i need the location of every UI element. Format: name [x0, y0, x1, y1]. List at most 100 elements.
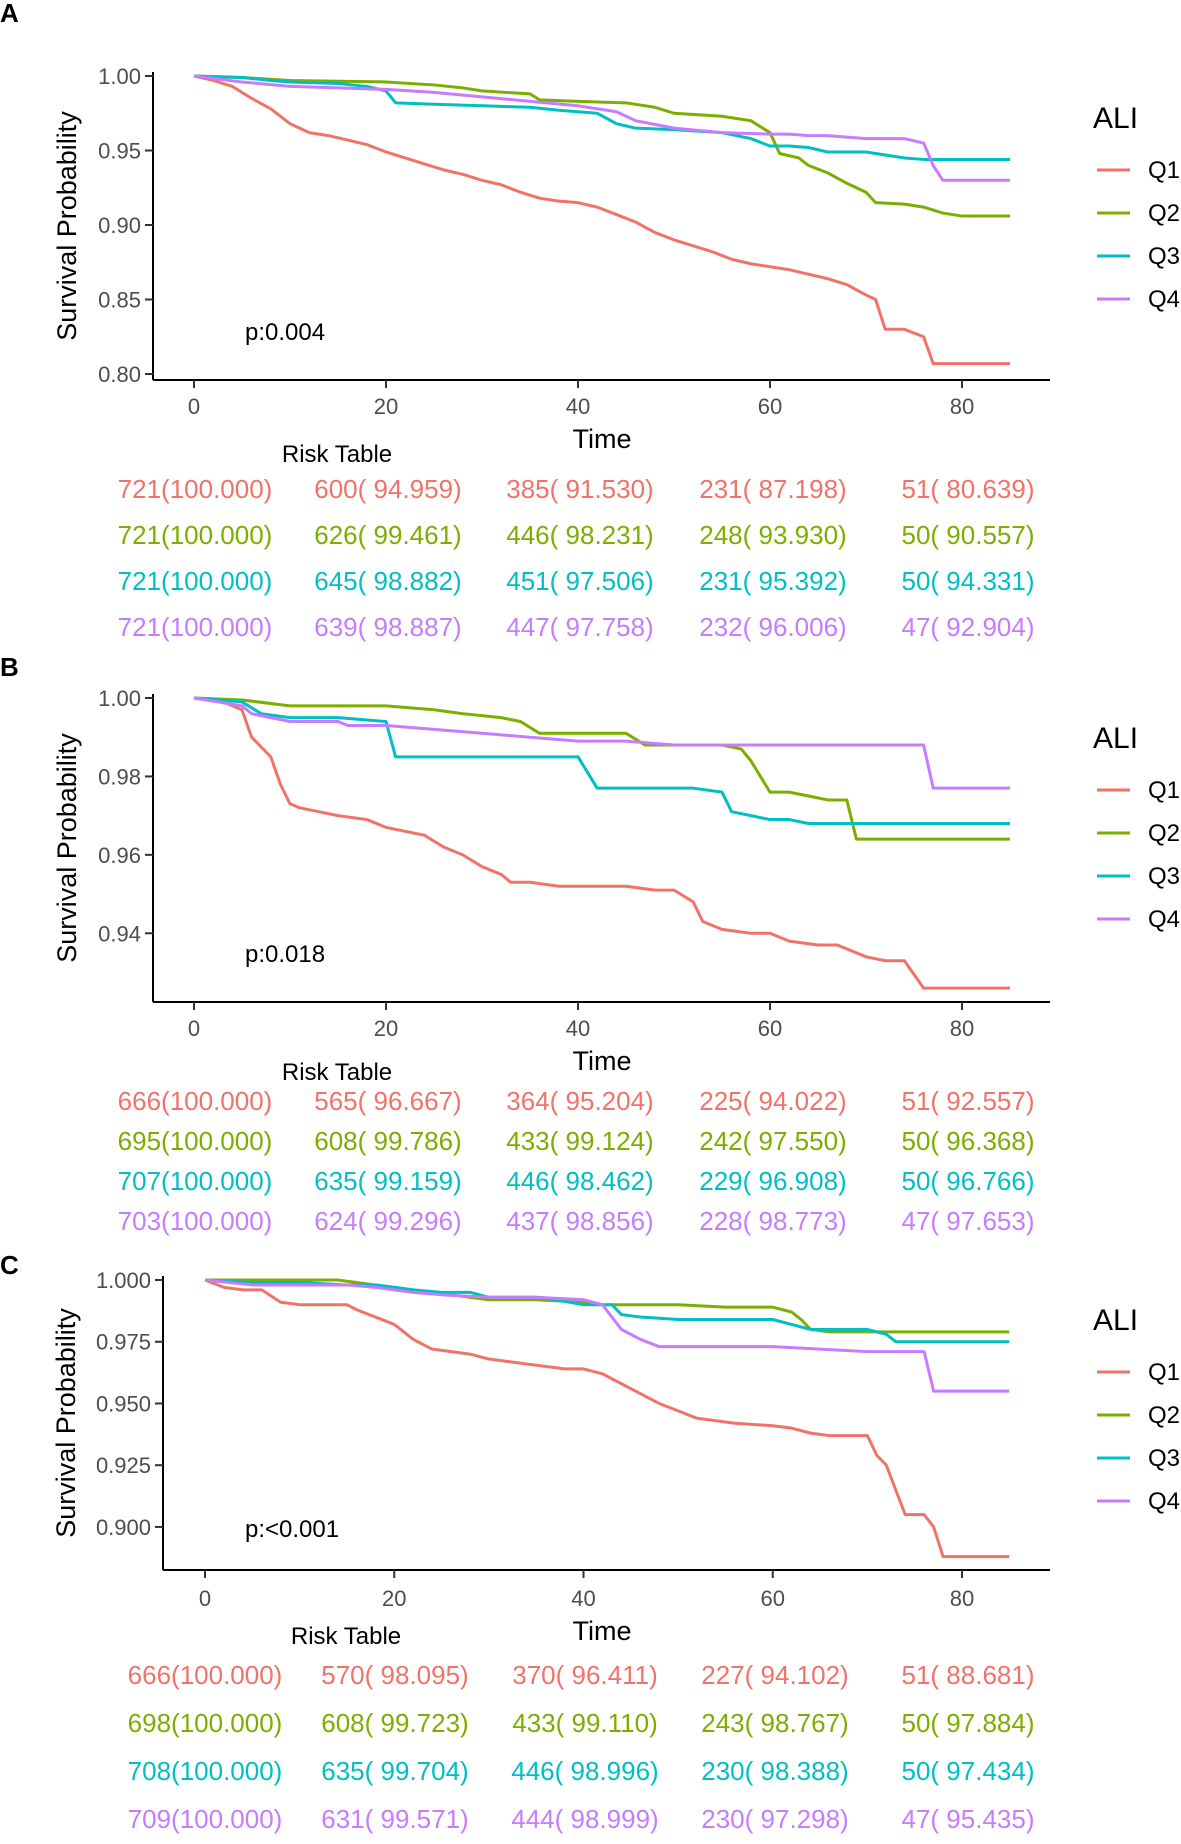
y-axis-label: Survival Probability: [51, 1308, 81, 1538]
x-tick-label: 40: [566, 1016, 590, 1041]
panel-letter: C: [0, 1250, 19, 1280]
y-tick-label: 0.950: [96, 1391, 151, 1416]
risk-table-cell: 229( 96.908): [699, 1166, 846, 1196]
legend-label: Q4: [1148, 1488, 1180, 1515]
risk-table-cell: 50( 97.434): [902, 1756, 1035, 1786]
x-tick-label: 20: [374, 1016, 398, 1041]
x-tick-label: 40: [571, 1586, 595, 1611]
y-tick-label: 0.96: [98, 843, 141, 868]
risk-table-cell: 635( 99.704): [321, 1756, 468, 1786]
x-tick-label: 80: [950, 1586, 974, 1611]
risk-table-cell: 227( 94.102): [701, 1660, 848, 1690]
legend-label: Q4: [1148, 906, 1180, 933]
legend-label: Q2: [1148, 1402, 1180, 1429]
y-tick-label: 0.975: [96, 1330, 151, 1355]
risk-table-cell: 242( 97.550): [699, 1126, 846, 1156]
legend-label: Q3: [1148, 863, 1180, 890]
risk-table-cell: 600( 94.959): [314, 474, 461, 504]
risk-table: Risk Table 666(100.000) 570( 98.095) 370( 9…: [128, 1623, 1035, 1834]
x-tick-label: 80: [950, 1016, 974, 1041]
legend: ALI Q1 Q2 Q3 Q4: [1093, 1304, 1180, 1515]
risk-table-cell: 698(100.000): [128, 1708, 283, 1738]
risk-table-cell: 703(100.000): [118, 1206, 273, 1236]
risk-table-cell: 230( 98.388): [701, 1756, 848, 1786]
x-axis-label: Time: [573, 1046, 632, 1076]
risk-table-cell: 230( 97.298): [701, 1804, 848, 1834]
risk-table-cell: 451( 97.506): [506, 566, 653, 596]
risk-table-cell: 721(100.000): [118, 612, 273, 642]
legend-label: Q2: [1148, 200, 1180, 227]
legend-label: Q1: [1148, 777, 1180, 804]
risk-table-cell: 231( 87.198): [699, 474, 846, 504]
x-tick-label: 0: [188, 394, 200, 419]
x-tick-label: 80: [950, 394, 974, 419]
series-line-q3: [193, 696, 1010, 825]
risk-table-cell: 709(100.000): [128, 1804, 283, 1834]
risk-table-cell: 721(100.000): [118, 566, 273, 596]
risk-table-cell: 635( 99.159): [314, 1166, 461, 1196]
risk-table-title: Risk Table: [282, 441, 392, 468]
legend-label: Q4: [1148, 286, 1180, 313]
risk-table-cell: 370( 96.411): [512, 1660, 658, 1690]
series-line-q2: [193, 74, 1010, 218]
series-line-q4: [204, 1278, 1010, 1393]
risk-table-cell: 47( 92.904): [902, 612, 1035, 642]
risk-table-cell: 47( 95.435): [902, 1804, 1035, 1834]
risk-table-cell: 385( 91.530): [506, 474, 653, 504]
risk-table-cell: 708(100.000): [128, 1756, 283, 1786]
risk-table-cell: 243( 98.767): [701, 1708, 848, 1738]
y-tick-label: 0.900: [96, 1515, 151, 1540]
risk-table-cell: 50( 96.368): [902, 1126, 1035, 1156]
legend-title: ALI: [1093, 1304, 1138, 1337]
risk-table-cell: 225( 94.022): [699, 1086, 846, 1116]
x-tick-label: 60: [758, 394, 782, 419]
series-line-q2: [205, 1278, 1010, 1334]
risk-table-cell: 51( 80.639): [902, 474, 1035, 504]
x-tick-label: 20: [374, 394, 398, 419]
risk-table-cell: 51( 92.557): [902, 1086, 1035, 1116]
risk-table-cell: 570( 98.095): [321, 1660, 468, 1690]
risk-table-cell: 631( 99.571): [321, 1804, 468, 1834]
y-tick-label: 0.98: [98, 764, 141, 789]
risk-table-cell: 433( 99.110): [512, 1708, 658, 1738]
risk-table-cell: 50( 96.766): [902, 1166, 1035, 1196]
legend-label: Q1: [1148, 1359, 1180, 1386]
risk-table-cell: 446( 98.231): [506, 520, 653, 550]
legend-label: Q2: [1148, 820, 1180, 847]
y-tick-label: 0.80: [98, 362, 141, 387]
risk-table-cell: 666(100.000): [128, 1660, 283, 1690]
y-tick-label: 0.94: [98, 921, 141, 946]
risk-table-cell: 565( 96.667): [314, 1086, 461, 1116]
risk-table-cell: 626( 99.461): [314, 520, 461, 550]
risk-table-cell: 437( 98.856): [506, 1206, 653, 1236]
risk-table-cell: 645( 98.882): [314, 566, 461, 596]
x-tick-label: 20: [382, 1586, 406, 1611]
panel-b: B 0.94 0.96 0.98 1.00 0 20 40 60 80 Survival Proba…: [0, 652, 1180, 1236]
series-line-q1: [193, 696, 1010, 990]
y-tick-label: 1.00: [98, 64, 141, 89]
y-tick-label: 0.925: [96, 1453, 151, 1478]
risk-table-cell: 707(100.000): [118, 1166, 273, 1196]
y-axis-label: Survival Probability: [52, 733, 82, 963]
risk-table-cell: 447( 97.758): [506, 612, 653, 642]
y-tick-label: 0.85: [98, 288, 141, 313]
risk-table-cell: 444( 98.999): [511, 1804, 658, 1834]
risk-table-cell: 231( 95.392): [699, 566, 846, 596]
risk-table-title: Risk Table: [291, 1623, 401, 1650]
risk-table-cell: 721(100.000): [118, 474, 273, 504]
x-axis-label: Time: [573, 424, 632, 454]
risk-table-cell: 50( 90.557): [902, 520, 1035, 550]
risk-table: Risk Table 721(100.000) 600( 94.959) 385( 9…: [118, 441, 1035, 642]
risk-table-cell: 50( 94.331): [902, 566, 1035, 596]
p-value-annotation: p:0.004: [245, 319, 325, 346]
risk-table-cell: 228( 98.773): [699, 1206, 846, 1236]
y-tick-label: 1.000: [96, 1268, 151, 1293]
legend-title: ALI: [1093, 102, 1138, 135]
x-tick-label: 0: [199, 1586, 211, 1611]
legend-label: Q3: [1148, 243, 1180, 270]
risk-table-cell: 666(100.000): [118, 1086, 273, 1116]
series-line-q1: [204, 1278, 1010, 1559]
x-tick-label: 40: [566, 394, 590, 419]
x-tick-label: 60: [761, 1586, 785, 1611]
risk-table: Risk Table 666(100.000) 565( 96.667) 364( 9…: [118, 1059, 1035, 1236]
